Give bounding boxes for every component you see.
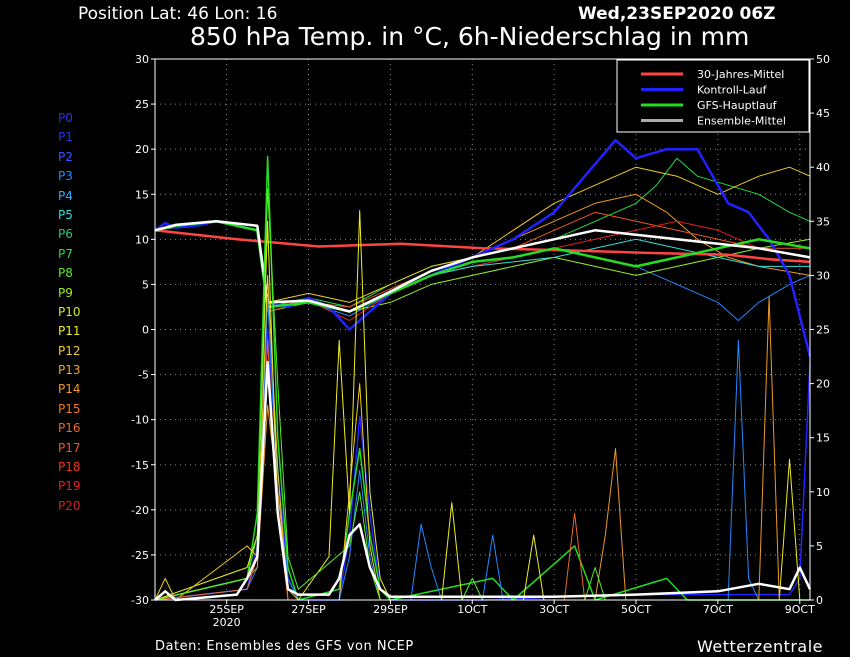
legend-label: Kontroll-Lauf (697, 84, 768, 97)
member-label: P0 (58, 111, 73, 125)
left-tick-label: 0 (142, 324, 149, 337)
right-tick-label: 10 (816, 486, 830, 499)
temp-series-p12 (154, 166, 811, 303)
x-tick-label: 3OCT (539, 603, 569, 616)
member-label: P14 (58, 382, 81, 397)
member-list: P0 P1 P2 P3 P4 P5 P6 P7 P8 P9 P10 P11 P12 P13 P14 P15 P1… (58, 109, 81, 516)
left-tick-label: 10 (135, 233, 149, 246)
left-tick-label: -30 (131, 594, 149, 607)
x-tick-label: 27SEP (291, 603, 326, 616)
temp-series-p7 (154, 157, 811, 308)
right-tick-label: 15 (816, 432, 830, 445)
legend-label: 30-Jahres-Mittel (697, 68, 784, 81)
x-tick-sublabel: 2020 (213, 616, 241, 629)
legend-label: Ensemble-Mittel (697, 115, 786, 128)
temp-series-gfs-hauptlauf (154, 220, 811, 313)
member-label: P10 (58, 304, 81, 319)
precip-series-gfs-hauptlauf (154, 155, 810, 601)
right-tick-label: 35 (816, 215, 830, 228)
precip-series-p8 (154, 188, 810, 601)
left-tick-label: 15 (135, 188, 149, 201)
left-tick-label: -15 (131, 459, 149, 472)
precip-series-p3 (154, 296, 810, 601)
left-tick-label: 20 (135, 143, 149, 156)
left-tick-label: 5 (142, 278, 149, 291)
member-label: P11 (58, 324, 81, 339)
run-date: Wed,23SEP2020 06Z (578, 4, 776, 24)
precipitation-lines (154, 155, 812, 602)
member-label: P19 (58, 479, 81, 494)
x-tick-label: 1OCT (457, 603, 487, 616)
right-tick-label: 5 (816, 540, 823, 553)
member-label: P13 (58, 363, 81, 378)
chart-grid (155, 59, 810, 600)
right-tick-label: 45 (816, 107, 830, 120)
left-tick-label: -5 (138, 369, 149, 382)
member-label: P20 (58, 498, 81, 513)
data-source: Daten: Ensembles des GFS von NCEP (155, 639, 414, 654)
member-label: P18 (58, 460, 81, 475)
right-tick-label: 30 (816, 269, 830, 282)
right-tick-label: 20 (816, 378, 830, 391)
temperature-lines (154, 138, 812, 357)
temp-series-p5 (154, 220, 810, 312)
chart-title: 850 hPa Temp. in °C, 6h-Niederschlag in … (190, 22, 750, 51)
precip-series-kontroll-lauf (154, 328, 811, 601)
member-label: P9 (58, 285, 73, 300)
precip-series-p14 (154, 296, 810, 601)
x-tick-label: 9OCT (785, 603, 815, 616)
right-tick-label: 50 (816, 53, 830, 66)
right-tick-label: 25 (816, 324, 830, 337)
member-label: P6 (58, 227, 73, 242)
left-tick-label: 30 (135, 53, 149, 66)
member-label: P8 (58, 266, 73, 281)
left-tick-label: -20 (131, 504, 149, 517)
position-label: Position Lat: 46 Lon: 16 (78, 4, 278, 24)
member-label: P17 (58, 440, 81, 455)
legend-label: GFS-Hauptlauf (697, 99, 778, 112)
brand-label: Wetterzentrale (697, 637, 824, 656)
member-label: P1 (58, 130, 73, 145)
x-tick-label: 29SEP (373, 603, 408, 616)
legend: 30-Jahres-Mittel Kontroll-Lauf GFS-Hauptla… (616, 59, 810, 133)
member-label: P2 (58, 149, 73, 164)
plot-frame (154, 58, 811, 601)
temp-series-p9 (154, 220, 811, 312)
left-tick-label: -10 (131, 414, 149, 427)
x-tick-label: 5OCT (621, 603, 651, 616)
right-tick-label: 40 (816, 161, 830, 174)
left-axis: 30 25 20 15 10 5 0 -5 -10 -15 -20 -25 -30 (131, 53, 155, 607)
temp-series-p19 (154, 220, 811, 321)
temp-series-30-jahres-mittel (154, 229, 811, 264)
left-tick-label: -25 (131, 549, 149, 562)
right-tick-label: 0 (816, 594, 823, 607)
x-tick-label: 25SEP (209, 603, 244, 616)
temp-series-p3 (154, 220, 811, 321)
left-tick-label: 25 (135, 98, 149, 111)
precip-series-p12 (154, 274, 810, 601)
member-label: P12 (58, 343, 81, 358)
member-label: P3 (58, 169, 73, 184)
member-label: P5 (58, 207, 73, 222)
member-label: P7 (58, 246, 73, 261)
member-label: P16 (58, 421, 81, 436)
member-label: P15 (58, 401, 81, 416)
x-tick-label: 7OCT (703, 603, 733, 616)
temp-series-ensemble-mittel (154, 220, 811, 313)
precip-series-ensemble-mittel (154, 360, 812, 602)
member-label: P4 (58, 188, 73, 203)
